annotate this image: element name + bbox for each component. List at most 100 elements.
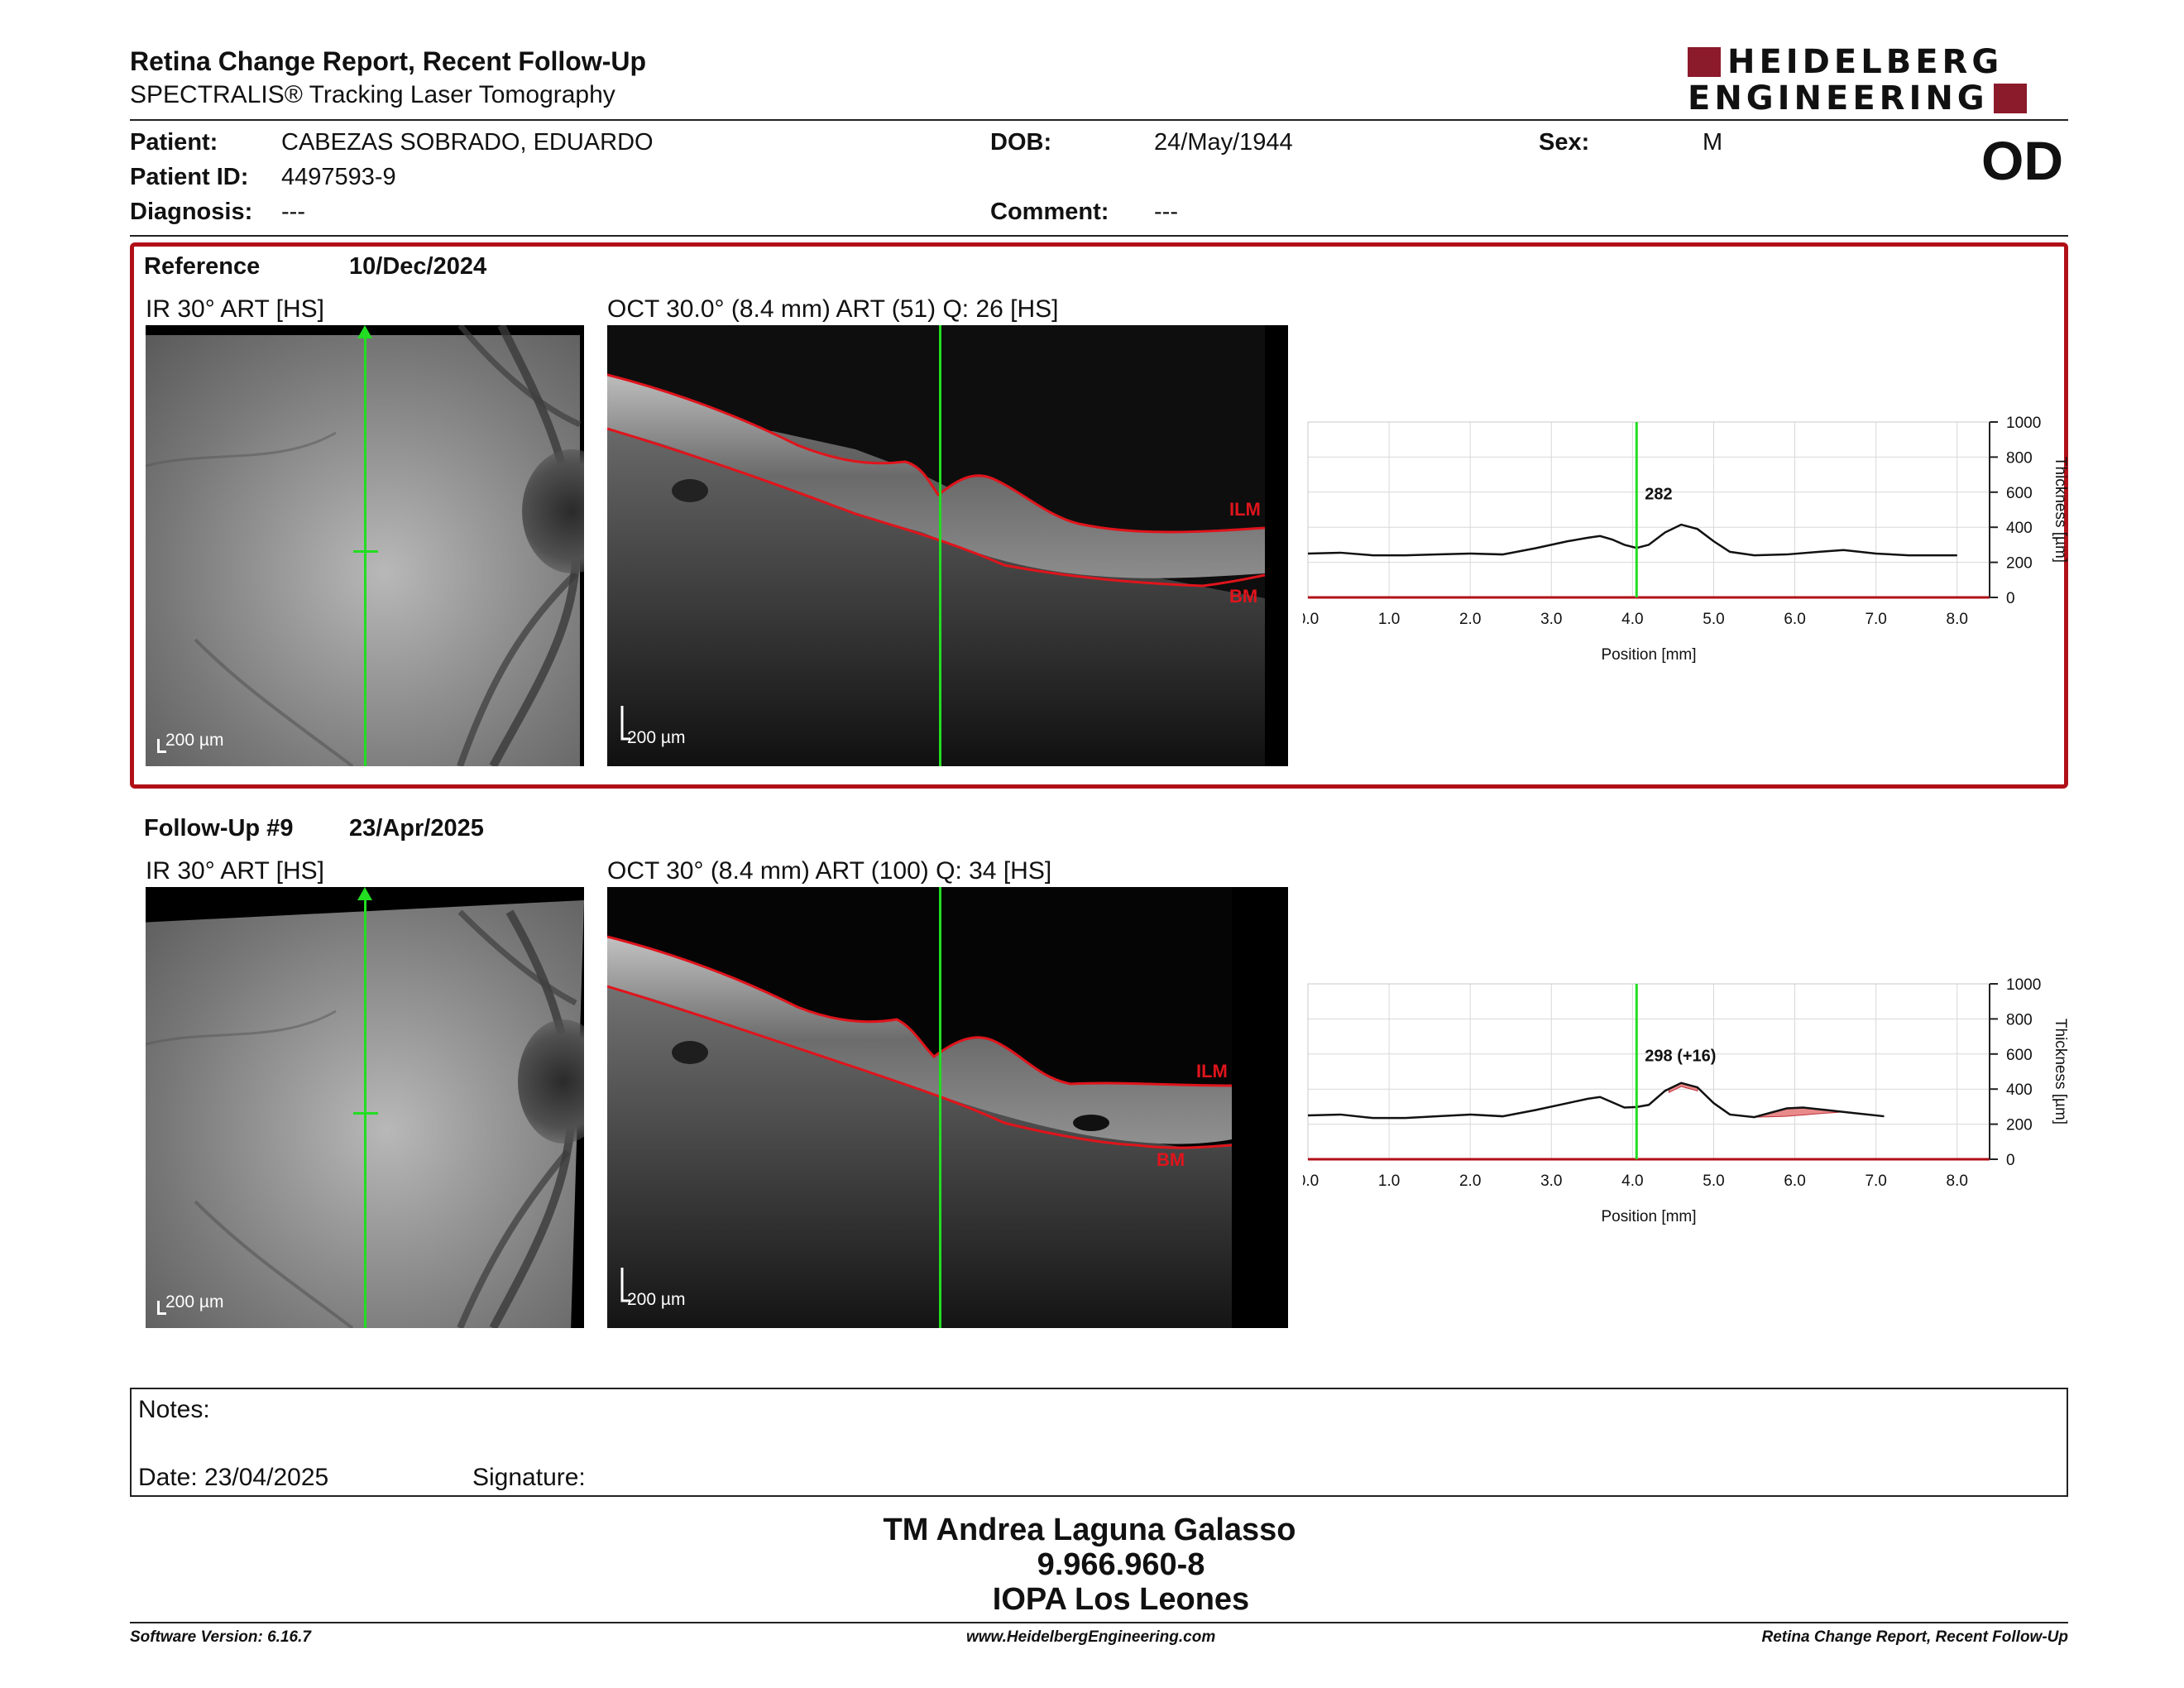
x-tick-label: 3.0 (1540, 1172, 1562, 1190)
followup-ir-label: IR 30° ART [HS] (146, 857, 324, 885)
reference-oct-image: ILM BM 200 µm (607, 325, 1288, 766)
comment-label: Comment: (990, 199, 1109, 225)
patient-name: CABEZAS SOBRADO, EDUARDO (281, 129, 654, 156)
reference-label: Reference (144, 253, 261, 280)
reference-ilm-line (607, 373, 1266, 534)
patient-label: Patient: (130, 129, 218, 156)
signatory-id: 9.966.960-8 (0, 1547, 2184, 1583)
plot-frame (1307, 983, 1990, 1160)
patient-divider (130, 235, 2068, 237)
y-tick-label: 0 (2006, 590, 2015, 607)
report-title: Retina Change Report, Recent Follow-Up (130, 46, 647, 76)
y-tick-label: 400 (2006, 1081, 2033, 1099)
logo-block-right (1993, 84, 2027, 113)
signatory-name-text: TM Andrea Laguna Galasso (883, 1513, 1296, 1547)
y-tick-label: 1000 (2006, 415, 2041, 432)
x-tick-label: 3.0 (1540, 611, 1562, 628)
fovea-marker (353, 550, 378, 553)
x-tick-label: 7.0 (1865, 1172, 1886, 1190)
heidelberg-logo: HEIDELBERG ENGINEERING (1688, 46, 2068, 116)
sex-label: Sex: (1539, 129, 1590, 156)
logo-block-left (1688, 47, 1721, 77)
notes-label: Notes: (138, 1396, 210, 1423)
signatory-name: TM Andrea Laguna Galasso (0, 1513, 2184, 1548)
sex-value: M (1703, 129, 1723, 156)
software-version: Software Version: 6.16.7 (130, 1628, 311, 1646)
followup-label: Follow-Up #9 (144, 815, 294, 842)
signatory-org: IOPA Los Leones (0, 1582, 2184, 1618)
followup-oct-bscan: ILM BM 200 µm (607, 887, 1288, 1328)
y-tick-label: 800 (2006, 1011, 2033, 1029)
dob-value: 24/May/1944 (1154, 129, 1293, 156)
followup-oct-scale: 200 µm (627, 1290, 685, 1309)
reference-oct-bscan: ILM BM 200 µm (607, 325, 1288, 766)
notes-box[interactable]: Notes: Date: 23/04/2025 Signature: (130, 1388, 2068, 1497)
reference-oct-label: OCT 30.0° (8.4 mm) ART (51) Q: 26 [HS] (607, 295, 1059, 323)
followup-bm-line (607, 985, 1233, 1149)
footer-report-name: Retina Change Report, Recent Follow-Up (1761, 1628, 2068, 1646)
marker-value: 298 (+16) (1645, 1047, 1716, 1065)
followup-ilm-line (607, 935, 1233, 1087)
y-axis-label: Thickness [µm] (2052, 1019, 2069, 1125)
x-tick-label: 2.0 (1459, 611, 1481, 628)
y-tick-label: 1000 (2006, 976, 2041, 994)
followup-date: 23/Apr/2025 (349, 815, 484, 842)
patient-id: 4497593-9 (281, 164, 396, 190)
y-tick-label: 200 (2006, 1117, 2033, 1134)
x-tick-label: 2.0 (1459, 1172, 1481, 1190)
signatory-id-text: 9.966.960-8 (1037, 1547, 1205, 1582)
logo-text-line1: HEIDELBERG (1727, 43, 2004, 81)
followup-bm-label: BM (1157, 1149, 1185, 1170)
followup-ir-image: 200 µm (146, 887, 584, 1328)
y-tick-label: 400 (2006, 520, 2033, 537)
scale-bar-icon (157, 739, 166, 753)
dob-label: DOB: (990, 129, 1052, 156)
logo-text-line2: ENGINEERING (1688, 79, 1989, 117)
followup-ir-scale: 200 µm (165, 1292, 224, 1312)
x-tick-label: 6.0 (1784, 1172, 1805, 1190)
website-link[interactable]: www.HeidelbergEngineering.com (966, 1628, 1216, 1646)
reference-ir-label: IR 30° ART [HS] (146, 295, 324, 323)
x-tick-label: 6.0 (1784, 611, 1805, 628)
followup-oct-image: ILM BM 200 µm (607, 887, 1288, 1328)
x-tick-label: 4.0 (1621, 1172, 1643, 1190)
x-tick-label: 7.0 (1865, 611, 1886, 628)
followup-ilm-label: ILM (1196, 1061, 1228, 1081)
x-tick-label: 1.0 (1378, 611, 1400, 628)
y-tick-label: 200 (2006, 555, 2033, 573)
x-tick-label: 5.0 (1703, 611, 1724, 628)
plot-frame (1307, 421, 1990, 598)
report-subtitle: SPECTRALIS® Tracking Laser Tomography (130, 81, 615, 108)
optic-disc (518, 1019, 584, 1144)
x-axis-label: Position [mm] (1601, 1208, 1696, 1225)
reference-thickness-chart: 0.0 1.0 2.0 3.0 4.0 5.0 6.0 7.0 8.0 0 200 400 600 800… (1297, 414, 2081, 679)
followup-thickness-chart: 0.0 1.0 2.0 3.0 4.0 5.0 6.0 7.0 8.0 0 200 400 600 800… (1297, 976, 2081, 1240)
scale-bar-icon (157, 1301, 166, 1315)
eye-label: OD (1981, 130, 2063, 191)
notes-date: Date: 23/04/2025 (138, 1464, 329, 1491)
x-tick-label: 8.0 (1947, 611, 1968, 628)
reference-bm-line (607, 427, 1266, 587)
y-tick-label: 600 (2006, 1047, 2033, 1064)
thickness-line (1307, 1081, 1885, 1120)
x-tick-label: 1.0 (1378, 1172, 1400, 1190)
reference-oct-scale: 200 µm (627, 728, 685, 747)
x-tick-label: 0.0 (1303, 611, 1319, 628)
x-tick-label: 5.0 (1703, 1172, 1724, 1190)
x-axis-label: Position [mm] (1601, 646, 1696, 664)
header-divider (130, 119, 2068, 121)
reference-ir-image: 200 µm (146, 325, 584, 766)
y-tick-label: 600 (2006, 485, 2033, 502)
diagnosis-value: --- (281, 199, 305, 225)
signature-label: Signature: (472, 1464, 586, 1491)
signatory-org-text: IOPA Los Leones (992, 1582, 1250, 1617)
comment-value: --- (1154, 199, 1178, 225)
x-tick-label: 8.0 (1947, 1172, 1968, 1190)
reference-date: 10/Dec/2024 (349, 253, 487, 280)
y-tick-label: 0 (2006, 1152, 2015, 1169)
reference-ir-scale: 200 µm (165, 731, 224, 750)
followup-oct-label: OCT 30° (8.4 mm) ART (100) Q: 34 [HS] (607, 857, 1052, 885)
marker-value: 282 (1645, 485, 1672, 503)
x-tick-label: 0.0 (1303, 1172, 1319, 1190)
x-tick-label: 4.0 (1621, 611, 1643, 628)
